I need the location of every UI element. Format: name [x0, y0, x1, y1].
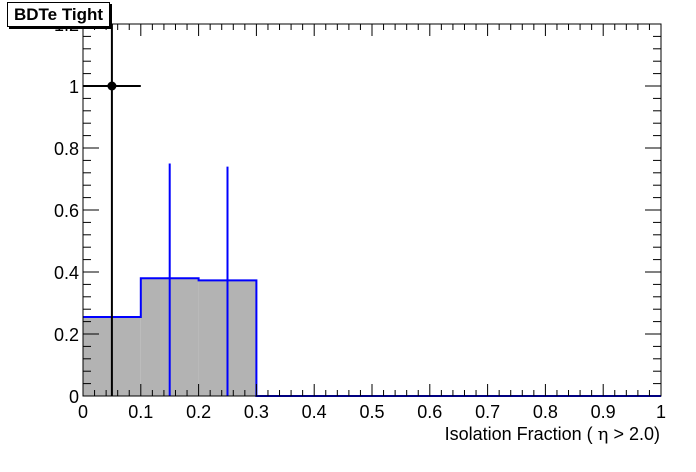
y-tick-label-3: 0.6 — [54, 201, 79, 221]
data-point-0 — [107, 81, 117, 91]
x-tick-label-0: 0 — [78, 402, 88, 422]
x-tick-label-3: 0.3 — [244, 402, 269, 422]
y-tick-label-0: 0 — [69, 387, 79, 407]
x-axis-label-suffix: > 2.0) — [608, 424, 660, 444]
x-tick-label-8: 0.8 — [533, 402, 558, 422]
x-tick-label-9: 0.9 — [591, 402, 616, 422]
y-tick-label-5: 1 — [69, 77, 79, 97]
chart-title: BDTe Tight — [7, 2, 111, 27]
x-tick-label-4: 0.4 — [302, 402, 327, 422]
y-tick-label-2: 0.4 — [54, 263, 79, 283]
x-axis-label: Isolation Fraction ( η > 2.0) — [445, 424, 660, 445]
x-tick-label-1: 0.1 — [128, 402, 153, 422]
x-tick-label-10: 1 — [656, 402, 666, 422]
x-tick-label-6: 0.6 — [417, 402, 442, 422]
x-tick-label-2: 0.2 — [186, 402, 211, 422]
eta-symbol: η — [597, 424, 609, 445]
histogram-error-layer — [168, 163, 229, 396]
x-tick-label-7: 0.7 — [475, 402, 500, 422]
y-tick-label-4: 0.8 — [54, 139, 79, 159]
x-axis-label-prefix: Isolation Fraction ( — [444, 424, 598, 444]
axis-ticks — [82, 23, 662, 397]
x-tick-label-5: 0.5 — [359, 402, 384, 422]
y-tick-label-1: 0.2 — [54, 325, 79, 345]
